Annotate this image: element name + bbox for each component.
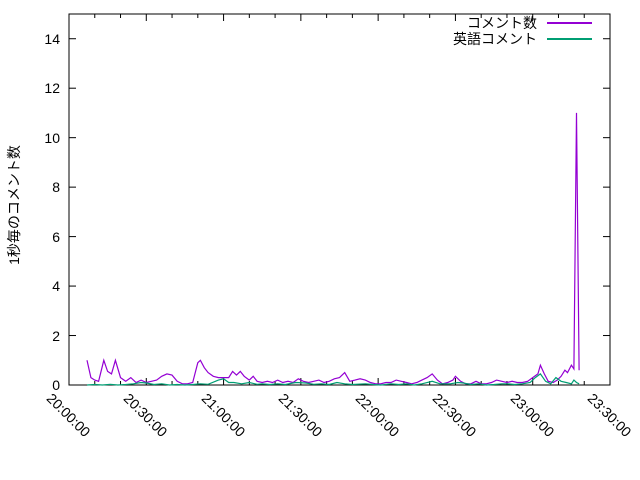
y-axis-title: 1秒毎のコメント数 — [6, 145, 22, 265]
legend-row-comments: コメント数 — [453, 15, 592, 31]
legend-line-sample-english-comments — [547, 38, 592, 40]
legend-label-comments: コメント数 — [467, 15, 537, 31]
y-tick-label: 8 — [52, 179, 60, 196]
series-line-0 — [86, 112, 580, 385]
legend-row-english-comments: 英語コメント — [453, 31, 592, 47]
plot-border — [68, 13, 611, 386]
y-tick-label: 2 — [52, 327, 60, 344]
y-tick-label: 6 — [52, 228, 60, 245]
legend-line-sample-comments — [547, 22, 592, 24]
y-tick-label: 4 — [52, 278, 60, 295]
y-tick-label: 0 — [52, 377, 60, 393]
y-tick-label: 14 — [44, 30, 60, 47]
legend: コメント数 英語コメント — [453, 15, 592, 47]
series-line-1 — [86, 373, 580, 386]
y-tick-label: 12 — [44, 80, 60, 97]
legend-label-english-comments: 英語コメント — [453, 31, 537, 47]
y-tick-label: 10 — [44, 129, 60, 146]
